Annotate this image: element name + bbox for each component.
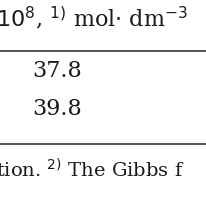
Text: 37.8: 37.8 <box>32 60 81 82</box>
Text: tion. $^{2)}$ The Gibbs f: tion. $^{2)}$ The Gibbs f <box>0 157 184 180</box>
Text: $10^{8}$, $^{1)}$ mol$\cdot$ dm$^{-3}$: $10^{8}$, $^{1)}$ mol$\cdot$ dm$^{-3}$ <box>0 5 187 32</box>
Text: 39.8: 39.8 <box>32 97 81 119</box>
